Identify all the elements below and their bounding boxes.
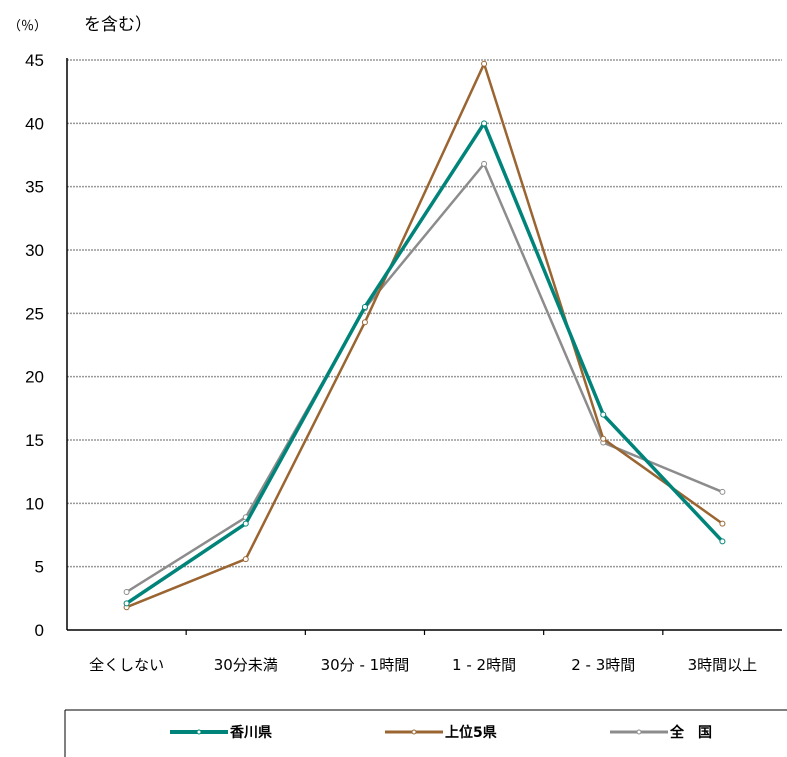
series-line-2 xyxy=(127,64,723,607)
legend-label: 全 国 xyxy=(669,724,712,741)
y-tick-label: 40 xyxy=(25,114,44,133)
y-tick-label: 20 xyxy=(25,368,44,387)
x-tick-label: 30分 - 1時間 xyxy=(321,656,410,674)
x-tick-label: 1 - 2時間 xyxy=(452,656,516,674)
data-point xyxy=(243,557,248,562)
x-axis-tick-labels: 全くしない 30分未満 30分 - 1時間 1 - 2時間 2 - 3時間 3時間以上 xyxy=(89,656,757,674)
legend-marker xyxy=(637,730,641,734)
data-point xyxy=(362,320,367,325)
x-tick-label: 3時間以上 xyxy=(688,656,758,674)
data-point xyxy=(720,521,725,526)
y-tick-label: 15 xyxy=(25,431,44,450)
y-tick-label: 5 xyxy=(35,558,44,577)
legend-items: 香川県 上位5県 全 国 xyxy=(170,724,712,741)
y-tick-label: 45 xyxy=(25,51,44,70)
y-tick-label: 25 xyxy=(25,304,44,323)
legend: 香川県 上位5県 全 国 xyxy=(65,710,787,757)
data-point xyxy=(482,121,487,126)
legend-label: 上位5県 xyxy=(445,724,497,741)
x-tick-label: 30分未満 xyxy=(214,656,278,674)
y-tick-label: 35 xyxy=(25,178,44,197)
data-point xyxy=(362,305,367,310)
data-point xyxy=(720,489,725,494)
y-tick-label: 0 xyxy=(35,621,44,640)
series-line-3 xyxy=(127,164,723,592)
data-point xyxy=(124,601,129,606)
legend-marker xyxy=(197,730,201,734)
data-point xyxy=(601,412,606,417)
legend-marker xyxy=(412,730,416,734)
y-tick-label: 10 xyxy=(25,494,44,513)
series-lines xyxy=(124,61,725,609)
data-point xyxy=(243,521,248,526)
y-tick-label: 30 xyxy=(25,241,44,260)
data-point xyxy=(482,161,487,166)
y-axis-note-label: を含む） xyxy=(84,15,152,35)
data-point xyxy=(482,61,487,66)
axes xyxy=(67,58,782,635)
x-tick-label: 全くしない xyxy=(89,656,164,674)
data-point xyxy=(124,590,129,595)
y-axis-unit-label: （％） xyxy=(8,19,47,34)
data-point xyxy=(720,539,725,544)
data-point xyxy=(601,436,606,441)
legend-label: 香川県 xyxy=(229,724,272,741)
x-tick-label: 2 - 3時間 xyxy=(571,656,635,674)
y-axis-tick-labels: 0 5 10 15 20 25 30 35 40 45 xyxy=(25,51,44,640)
